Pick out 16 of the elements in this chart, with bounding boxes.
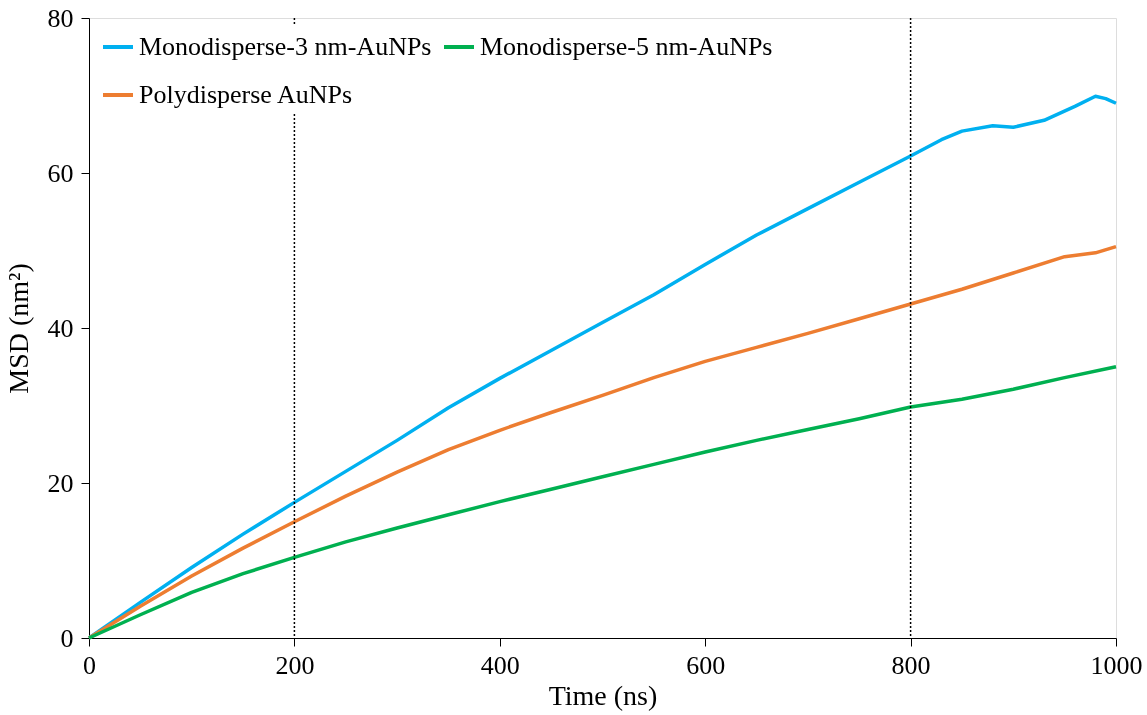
x-tick-label: 600 [686, 650, 726, 680]
x-axis-title: Time (ns) [548, 679, 658, 711]
legend-label: Polydisperse AuNPs [139, 80, 353, 109]
x-tick-label: 800 [891, 650, 931, 680]
x-tick-label: 200 [275, 650, 315, 680]
x-tick-label: 400 [480, 650, 520, 680]
y-tick-label: 20 [47, 468, 74, 498]
y-tick-label: 80 [47, 3, 74, 33]
legend-label: Monodisperse-5 nm-AuNPs [480, 32, 773, 61]
x-tick-label: 0 [83, 650, 96, 680]
x-tick-label: 1000 [1090, 650, 1143, 680]
y-tick-label: 0 [60, 623, 74, 653]
y-tick-label: 60 [47, 158, 74, 188]
legend-label: Monodisperse-3 nm-AuNPs [139, 32, 432, 61]
y-axis-title: MSD (nm²) [2, 263, 34, 394]
y-tick-label: 40 [47, 313, 74, 343]
